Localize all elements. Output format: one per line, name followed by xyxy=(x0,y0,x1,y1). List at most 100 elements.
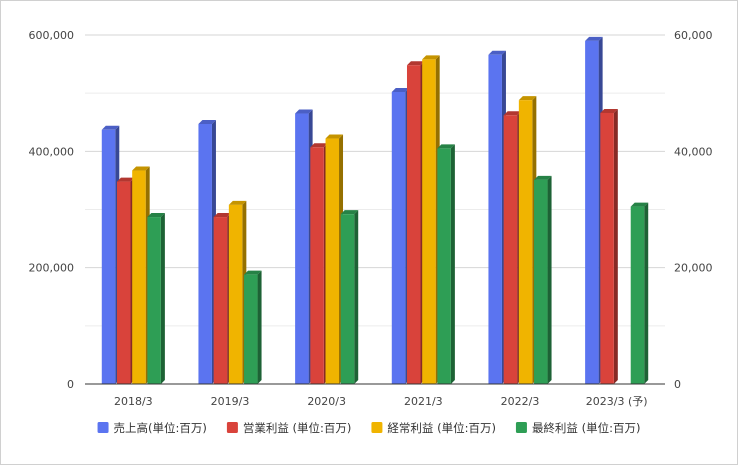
left-axis-tick-label: 400,000 xyxy=(29,145,75,158)
bar-item-2-3 xyxy=(422,55,440,385)
x-axis-category-label: 2019/3 xyxy=(211,395,250,408)
bar-top-face xyxy=(213,213,232,218)
bar-top-face xyxy=(147,213,165,218)
bar-front-face xyxy=(600,112,614,385)
bar-front-face xyxy=(534,179,548,384)
bar-front-face xyxy=(585,40,599,385)
bar-side-face xyxy=(257,270,262,384)
bar-item-3-0 xyxy=(147,213,165,384)
bar-front-face xyxy=(132,170,146,384)
legend: 売上高(単位:百万) 営業利益 (単位:百万) 経常利益 (単位:百万) 最終利益 (… xyxy=(97,421,641,435)
bar-item-2-4 xyxy=(518,96,537,384)
bar-top-face xyxy=(310,143,328,148)
bar-item-0-3 xyxy=(391,88,410,385)
bars xyxy=(101,36,649,385)
bar-top-face xyxy=(518,96,537,101)
bar-item-3-1 xyxy=(244,270,262,384)
bar-item-1-0 xyxy=(116,177,135,384)
legend-label: 売上高(単位:百万) xyxy=(114,421,207,435)
bar-front-face xyxy=(213,217,228,384)
bar-top-face xyxy=(630,202,649,207)
bar-top-face xyxy=(244,270,262,275)
bar-top-face xyxy=(585,36,603,41)
legend-swatch xyxy=(515,422,527,433)
bar-front-face xyxy=(437,148,451,384)
bar-front-face xyxy=(116,181,131,384)
x-axis-category-label: 2021/3 xyxy=(404,395,443,408)
bar-side-face xyxy=(354,210,359,384)
bar-item-0-2 xyxy=(295,109,313,385)
bar-side-face xyxy=(644,202,649,384)
legend-item-item-3: 最終利益 (単位:百万) xyxy=(515,421,641,435)
bar-front-face xyxy=(244,274,258,384)
x-axis-category-label: 2023/3 (予) xyxy=(586,395,648,408)
bar-item-0-5 xyxy=(585,36,603,385)
bar-top-face xyxy=(228,200,247,205)
bar-item-0-1 xyxy=(198,119,216,385)
bar-front-face xyxy=(503,115,518,385)
bar-item-3-3 xyxy=(437,144,455,384)
axes: 0 200,000 400,000 600,000 0 20,000 40,000 60,00… xyxy=(29,29,713,408)
legend-label: 最終利益 (単位:百万) xyxy=(532,421,641,435)
legend-swatch xyxy=(371,422,383,433)
bar-item-0-4 xyxy=(488,50,506,384)
bar-front-face xyxy=(101,129,116,384)
bar-front-face xyxy=(630,206,645,384)
bar-item-3-5 xyxy=(630,202,649,384)
bar-top-face xyxy=(422,55,440,60)
bar-item-0-0 xyxy=(101,125,120,384)
bar-item-1-1 xyxy=(213,213,232,384)
bar-item-1-3 xyxy=(406,61,425,384)
right-axis-tick-label: 40,000 xyxy=(674,145,713,158)
bar-side-face xyxy=(613,108,618,385)
bar-front-face xyxy=(488,54,502,384)
bar-top-face xyxy=(340,210,359,215)
left-axis-tick-label: 200,000 xyxy=(29,262,75,275)
bar-side-face xyxy=(547,175,552,384)
bar-item-1-2 xyxy=(310,143,328,384)
bar-top-face xyxy=(503,111,522,116)
right-axis-tick-label: 20,000 xyxy=(674,262,713,275)
left-axis-tick-label: 0 xyxy=(67,378,74,391)
legend-label: 経常利益 (単位:百万) xyxy=(387,421,496,435)
x-axis-category-label: 2020/3 xyxy=(307,395,346,408)
bar-top-face xyxy=(534,175,552,180)
bar-top-face xyxy=(437,144,455,149)
bar-side-face xyxy=(160,213,165,384)
bar-front-face xyxy=(422,59,436,385)
bar-front-face xyxy=(325,138,340,384)
bar-front-face xyxy=(295,113,309,385)
bar-front-face xyxy=(198,123,212,385)
bar-front-face xyxy=(228,204,243,384)
bar-front-face xyxy=(518,100,533,384)
right-axis-tick-label: 0 xyxy=(674,378,681,391)
bar-item-3-4 xyxy=(534,175,552,384)
bar-top-face xyxy=(325,134,344,139)
bar-side-face xyxy=(450,144,455,384)
x-axis-category-label: 2022/3 xyxy=(501,395,540,408)
legend-swatch xyxy=(97,422,109,433)
bar-front-face xyxy=(147,217,161,384)
bar-item-2-0 xyxy=(132,166,150,384)
bar-top-face xyxy=(488,50,506,55)
bar-top-face xyxy=(295,109,313,114)
bar-item-3-2 xyxy=(340,210,359,384)
bar-top-face xyxy=(116,177,135,182)
bar-top-face xyxy=(600,108,618,113)
bar-item-1-4 xyxy=(503,111,522,385)
legend-item-item-2: 経常利益 (単位:百万) xyxy=(371,421,496,435)
left-axis-tick-label: 600,000 xyxy=(29,29,75,42)
right-axis-tick-label: 60,000 xyxy=(674,29,713,42)
legend-item-item-0: 売上高(単位:百万) xyxy=(97,421,207,435)
bar-front-face xyxy=(310,147,324,384)
bar-front-face xyxy=(340,214,355,384)
bar-item-1-5 xyxy=(600,108,618,385)
bar-top-face xyxy=(406,61,425,66)
bar-item-2-2 xyxy=(325,134,344,384)
legend-swatch xyxy=(226,422,238,433)
bar-top-face xyxy=(391,88,410,93)
bar-top-face xyxy=(101,125,120,130)
legend-item-item-1: 営業利益 (単位:百万) xyxy=(226,421,351,435)
